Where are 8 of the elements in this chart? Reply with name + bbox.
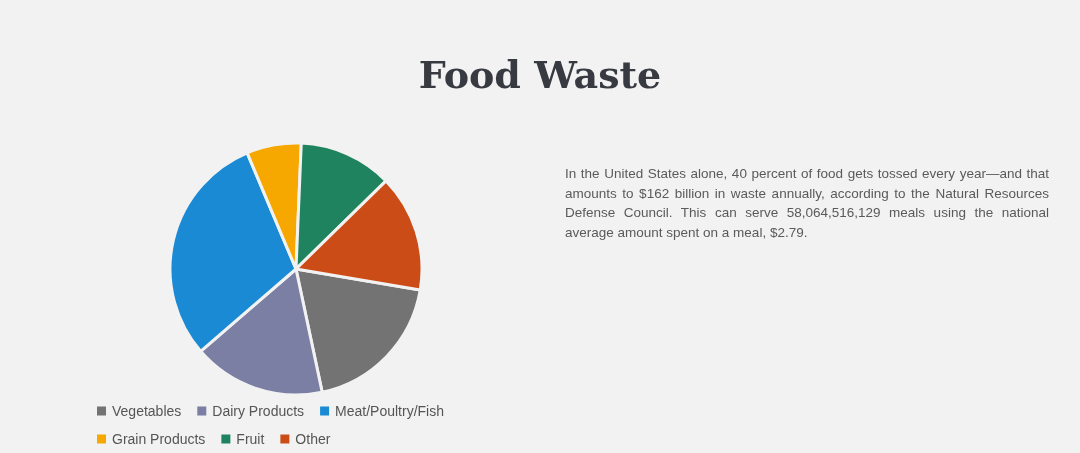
text: In the United States alone, 40 percent of food gets tossed every year—and that amounts to $162 billion in waste annually, according to the Natural Resources Defense Council. This can serve 58,064,516,129 meals using the national average amount spent on a meal, $2.79. — [565, 165, 1049, 242]
legend-label: Grain Products — [112, 431, 206, 447]
legend-label: Meat/Poultry/Fish — [335, 403, 445, 419]
legend-label: Dairy Products — [212, 403, 305, 419]
legend-label: Vegetables — [112, 403, 182, 419]
legend-label: Fruit — [236, 431, 265, 447]
legend-label: Other — [295, 431, 331, 447]
text: Food Waste — [418, 51, 662, 97]
